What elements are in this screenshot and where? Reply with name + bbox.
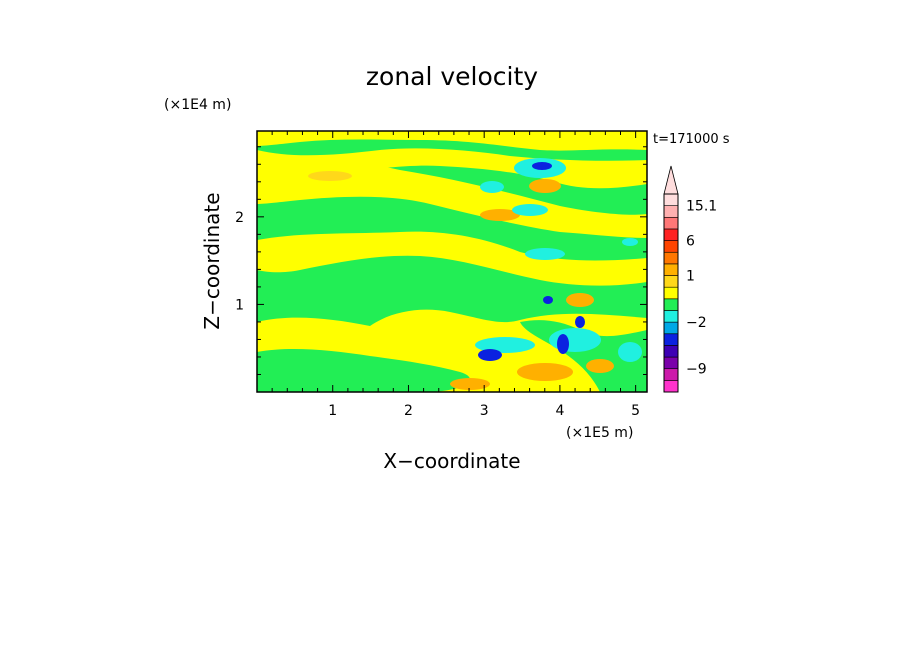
- colorbar-swatch: [663, 193, 679, 206]
- axis-ticks: [257, 131, 647, 392]
- cyan-blob-8: [622, 238, 638, 246]
- colorbar-extension: [663, 165, 679, 195]
- colorbar-swatch: [663, 216, 679, 230]
- colorbar-swatch: [663, 251, 679, 265]
- y-axis-multiplier: (×1E4 m): [164, 97, 231, 113]
- orange-blob-1: [529, 179, 561, 193]
- x-tick-label: 2: [404, 403, 413, 419]
- blue-blob-1: [532, 162, 552, 170]
- colorbar-swatch: [663, 240, 679, 253]
- cyan-blob-3: [512, 204, 548, 216]
- time-label: t=171000 s: [653, 132, 730, 147]
- colorbar-swatch: [663, 380, 679, 393]
- colorbar-swatch: [663, 275, 679, 288]
- colorbar-swatch: [663, 356, 679, 370]
- colorbar-label: −9: [686, 362, 707, 378]
- cyan-blob-4: [525, 248, 565, 260]
- band-top: [257, 131, 647, 151]
- colorbar-swatch: [663, 263, 679, 276]
- colorbar-frame: [663, 193, 679, 393]
- plot-frame: [256, 130, 648, 393]
- colorbar-swatch: [663, 345, 679, 358]
- orange-blob-2: [480, 209, 520, 221]
- colorbar-swatch: [663, 368, 679, 381]
- colorbar-label: −2: [686, 315, 707, 331]
- colorbar-swatch: [663, 298, 679, 311]
- band-middle: [257, 231, 647, 286]
- band-upper-1: [257, 162, 647, 238]
- colorbar-swatch: [663, 333, 679, 346]
- colorbar-label: 6: [686, 234, 695, 250]
- x-tick-labels: 1 2 3 4 5: [328, 403, 640, 419]
- y-tick-labels: 12: [235, 210, 244, 314]
- x-tick-label: 5: [631, 403, 640, 419]
- colorbar: 15.1 6 1 −2 −9: [663, 165, 717, 393]
- cyan-blob-7: [618, 342, 642, 362]
- x-axis-label: X−coordinate: [383, 449, 520, 473]
- blue-blob-2: [478, 349, 502, 361]
- x-tick-label: 3: [480, 403, 489, 419]
- cyan-blob-2: [480, 181, 504, 193]
- blue-blob-4: [575, 316, 585, 328]
- blue-blob-5: [543, 296, 553, 304]
- x-tick-label: 4: [555, 403, 564, 419]
- y-tick-label: 1: [235, 297, 244, 313]
- colorbar-label: 1: [686, 269, 695, 285]
- chart-title: zonal velocity: [366, 62, 538, 91]
- colorbar-label: 15.1: [686, 199, 717, 215]
- colorbar-swatch: [663, 321, 679, 335]
- colorbar-swatch: [663, 286, 679, 300]
- orange-blob-7: [308, 171, 352, 181]
- cyan-blob-6: [549, 328, 601, 352]
- orange-blob-6: [450, 378, 490, 390]
- orange-blob-3: [566, 293, 594, 307]
- colorbar-swatch: [663, 205, 679, 218]
- orange-blob-4: [517, 363, 573, 381]
- lower-green-1: [257, 349, 470, 392]
- x-tick-label: 1: [328, 403, 337, 419]
- x-axis-multiplier: (×1E5 m): [566, 425, 633, 441]
- y-axis-label: Z−coordinate: [200, 192, 224, 329]
- y-tick-label: 2: [235, 210, 244, 226]
- blue-blob-3: [557, 334, 569, 354]
- colorbar-swatch: [663, 228, 679, 241]
- velocity-field: [257, 131, 647, 392]
- colorbar-swatch: [663, 310, 679, 323]
- band-upper-2: [257, 148, 647, 189]
- orange-blob-5: [586, 359, 614, 373]
